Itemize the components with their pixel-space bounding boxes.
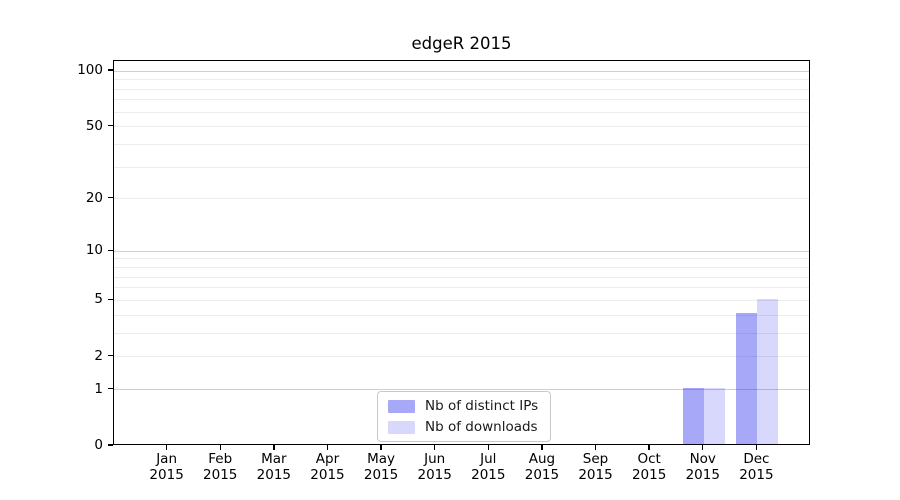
x-tick-label-dec: Dec 2015 xyxy=(726,451,786,483)
x-tick-label-jan: Jan 2015 xyxy=(137,451,197,483)
y-axis-tick xyxy=(108,69,113,71)
y-tick-label: 100 xyxy=(77,62,103,79)
x-tick-month: Nov xyxy=(689,451,716,467)
x-tick-month: Feb xyxy=(208,451,233,467)
gridline-minor xyxy=(114,276,809,278)
gridline-minor xyxy=(114,299,809,301)
x-tick-month: Jun xyxy=(424,451,446,467)
bar-nov-downloads xyxy=(703,387,725,444)
x-tick-year: 2015 xyxy=(685,466,720,483)
legend-label-distinct-ips: Nb of distinct IPs xyxy=(425,398,539,414)
x-axis-tick xyxy=(273,445,275,450)
y-tick-label: 5 xyxy=(94,291,103,308)
gridline-major xyxy=(114,70,809,72)
legend-swatch-downloads xyxy=(388,420,415,434)
y-tick-label: 50 xyxy=(85,117,103,134)
y-axis-tick xyxy=(108,388,113,390)
gridline-minor xyxy=(114,258,809,260)
gridline-minor xyxy=(114,287,809,289)
x-tick-year: 2015 xyxy=(310,466,345,483)
x-axis-tick xyxy=(326,445,329,450)
x-tick-month: Jul xyxy=(480,451,497,467)
x-tick-year: 2015 xyxy=(471,466,506,483)
gridline-minor xyxy=(114,126,809,128)
x-tick-year: 2015 xyxy=(739,466,774,483)
y-tick-label: 10 xyxy=(85,242,103,259)
y-axis-tick xyxy=(108,355,113,357)
x-tick-year: 2015 xyxy=(524,466,560,483)
x-axis-tick xyxy=(594,445,597,450)
x-tick-year: 2015 xyxy=(417,466,452,483)
y-tick-label: 2 xyxy=(94,347,103,364)
gridline-major xyxy=(114,389,809,391)
x-tick-label-aug: Aug 2015 xyxy=(512,451,572,483)
legend: Nb of distinct IPs Nb of downloads xyxy=(377,391,552,442)
gridline-minor xyxy=(114,111,809,113)
x-tick-month: Aug xyxy=(528,451,556,467)
gridline-minor xyxy=(114,332,809,334)
gridline-minor xyxy=(114,267,809,269)
x-axis-tick xyxy=(648,445,650,450)
x-tick-label-jul: Jul 2015 xyxy=(458,451,518,483)
gridline-minor xyxy=(114,356,809,358)
gridline-minor xyxy=(114,88,809,90)
legend-item-downloads: Nb of downloads xyxy=(388,419,538,435)
x-axis-tick xyxy=(702,445,704,450)
bar-nov-distinct-ips xyxy=(682,387,704,444)
x-axis-tick xyxy=(165,445,168,450)
y-axis-tick xyxy=(108,444,113,446)
x-tick-label-jun: Jun 2015 xyxy=(405,451,465,483)
x-tick-year: 2015 xyxy=(149,466,184,483)
y-tick-label: 0 xyxy=(94,437,103,453)
legend-swatch-distinct-ips xyxy=(388,399,415,413)
x-axis-tick xyxy=(380,445,382,450)
plot-area xyxy=(113,60,810,445)
gridline-minor xyxy=(114,166,809,168)
x-tick-year: 2015 xyxy=(256,466,292,483)
x-tick-year: 2015 xyxy=(363,466,399,483)
y-tick-label: 1 xyxy=(94,380,103,397)
x-tick-label-feb: Feb 2015 xyxy=(190,451,250,483)
x-tick-month: Dec xyxy=(743,451,770,467)
gridline-minor xyxy=(114,79,809,81)
x-tick-label-may: May 2015 xyxy=(351,451,411,483)
x-tick-month: Jan xyxy=(156,451,178,467)
x-tick-year: 2015 xyxy=(203,466,238,483)
x-tick-label-nov: Nov 2015 xyxy=(673,451,733,483)
bar-dec-downloads xyxy=(757,298,779,444)
legend-label-downloads: Nb of downloads xyxy=(425,419,538,435)
x-axis-tick xyxy=(433,445,436,450)
bar-dec-distinct-ips xyxy=(736,313,758,444)
x-tick-year: 2015 xyxy=(578,466,613,483)
y-tick-label: 20 xyxy=(85,189,103,206)
gridline-minor xyxy=(114,198,809,200)
y-axis-tick xyxy=(108,197,113,199)
x-axis-tick xyxy=(219,445,221,450)
x-tick-month: Apr xyxy=(315,451,340,467)
x-tick-label-mar: Mar 2015 xyxy=(244,451,304,483)
chart-title: edgeR 2015 xyxy=(411,34,512,53)
x-tick-label-oct: Oct 2015 xyxy=(619,451,679,483)
x-tick-year: 2015 xyxy=(631,466,667,483)
gridline-minor xyxy=(114,314,809,316)
x-tick-label-apr: Apr 2015 xyxy=(297,451,357,483)
x-tick-month: Oct xyxy=(637,451,661,467)
x-tick-month: May xyxy=(367,451,396,467)
gridline-major xyxy=(114,250,809,252)
x-tick-month: Mar xyxy=(261,451,287,467)
x-axis-tick xyxy=(487,445,489,450)
legend-item-distinct-ips: Nb of distinct IPs xyxy=(388,398,538,414)
x-tick-month: Sep xyxy=(582,451,609,467)
gridline-minor xyxy=(114,99,809,101)
y-axis-tick xyxy=(108,124,113,127)
gridline-minor xyxy=(114,143,809,145)
x-axis-tick xyxy=(541,445,543,450)
x-tick-label-sep: Sep 2015 xyxy=(566,451,626,483)
y-axis-tick xyxy=(108,298,113,301)
x-axis-tick xyxy=(755,445,758,450)
y-axis-tick xyxy=(108,249,113,251)
